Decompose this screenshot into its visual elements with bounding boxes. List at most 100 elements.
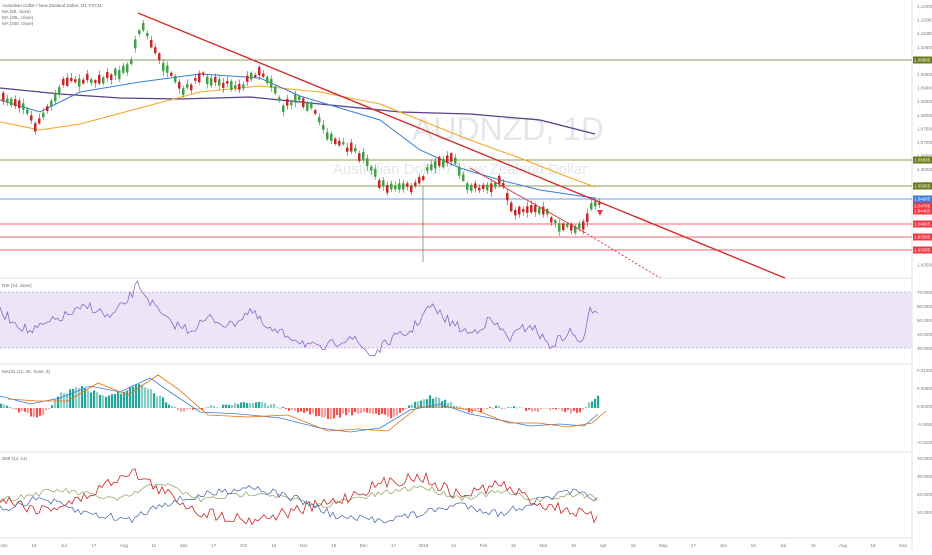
indicator-ma-20l[interactable]: MA (20L, close) [2, 15, 34, 20]
macd-bar [207, 406, 210, 408]
candle-body [30, 115, 33, 121]
macd-bar [279, 408, 282, 409]
candle-body [342, 142, 345, 145]
macd-bar [327, 408, 330, 420]
candle-body [578, 223, 581, 229]
indicator-ma-200[interactable]: MA (200, close) [2, 21, 34, 26]
macd-bar [492, 408, 495, 409]
time-axis-label: Sep [899, 543, 908, 548]
macd-bar [573, 408, 576, 411]
indicator-ma-50[interactable]: MA (50, close) [2, 9, 31, 14]
macd-bar [552, 408, 555, 409]
price-tag-label: 1.08885 [914, 58, 931, 63]
macd-bar [405, 408, 408, 410]
rsi-line [0, 280, 598, 356]
candle-body [58, 87, 61, 94]
macd-bar [165, 402, 168, 408]
macd-bar [258, 402, 261, 408]
time-axis-label: Nov [300, 543, 309, 548]
candles-group [2, 20, 601, 236]
macd-bar [276, 407, 279, 408]
candle-body [422, 176, 425, 181]
time-axis-label: 14 [451, 543, 457, 548]
macd-bar [576, 408, 579, 413]
candle-body [318, 117, 321, 123]
candle-body [526, 206, 529, 213]
macd-bar [312, 408, 315, 414]
macd-bar [57, 396, 60, 408]
macd-bar [522, 407, 525, 409]
candle-body [382, 180, 385, 187]
macd-bar [489, 407, 492, 408]
di-plus-line [0, 468, 598, 526]
macd-bar [0, 403, 3, 408]
candle-body [470, 184, 473, 191]
macd-bar [186, 408, 189, 410]
candle-body [50, 100, 53, 107]
candle-body [170, 72, 173, 76]
candle-body [182, 88, 185, 95]
macd-bar [351, 408, 354, 416]
macd-bar [78, 388, 81, 408]
candle-body [214, 76, 217, 83]
candle-body [190, 84, 193, 91]
macd-histogram [0, 384, 600, 420]
candle-body [294, 94, 297, 103]
ma-200-line [0, 87, 596, 135]
macd-bar [183, 408, 186, 412]
candle-body [290, 102, 293, 106]
macd-bar [513, 406, 516, 408]
time-axis-label: May [659, 543, 668, 548]
candle-body [458, 166, 461, 176]
macd-bar [345, 408, 348, 416]
macd-bar [135, 384, 138, 408]
macd-bar [111, 394, 114, 408]
candle-body [178, 81, 181, 89]
macd-bar [390, 408, 393, 419]
price-tag [913, 195, 932, 203]
dmi-axis-label: 40.00000 [917, 456, 932, 461]
macd-bar [450, 402, 453, 408]
candle-body [18, 100, 21, 109]
macd-bar [129, 386, 132, 408]
macd-bar [354, 408, 357, 413]
macd-bar [597, 395, 600, 408]
macd-bar [12, 408, 15, 409]
candle-body [446, 155, 449, 163]
rsi-legend: RSI (14, close) [2, 283, 32, 289]
candle-body [226, 81, 229, 84]
macd-bar [561, 408, 564, 412]
macd-bar [564, 408, 567, 412]
dmi-label[interactable]: DMI (14, 14) [2, 456, 28, 461]
rsi-label[interactable]: RSI (14, close) [2, 283, 32, 288]
candle-body [386, 185, 389, 193]
candle-body [414, 182, 417, 186]
candle-body [62, 78, 65, 86]
macd-bar [507, 407, 510, 408]
macd-bar [438, 397, 441, 408]
candle-body [26, 109, 29, 114]
macd-signal-line [7, 374, 607, 432]
candle-body [270, 78, 273, 88]
macd-bar [582, 408, 585, 410]
macd-bar [189, 408, 192, 409]
time-axis-label: Apr [600, 543, 608, 548]
candle-body [150, 40, 153, 48]
candle-body [418, 176, 421, 184]
price-axis-label: 1.07500 [917, 126, 932, 131]
time-axis-label: Jun [0, 543, 8, 548]
candle-body [262, 73, 265, 77]
macd-bar [528, 408, 531, 410]
macd-label[interactable]: MACD (12, 26, close, 9) [2, 369, 51, 374]
candle-body [406, 183, 409, 187]
macd-bar [486, 408, 489, 410]
candle-body [258, 67, 261, 76]
price-axis-label: 1.02500 [917, 262, 932, 267]
candle-body [322, 124, 325, 130]
macd-bar [408, 405, 411, 408]
candle-body [314, 110, 317, 114]
macd-bar [567, 408, 570, 410]
di-minus-line [0, 485, 598, 524]
